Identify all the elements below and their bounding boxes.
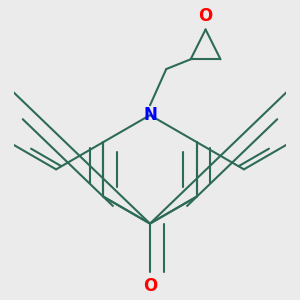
Text: N: N <box>143 106 157 124</box>
Text: O: O <box>143 277 157 295</box>
Text: O: O <box>199 7 213 25</box>
